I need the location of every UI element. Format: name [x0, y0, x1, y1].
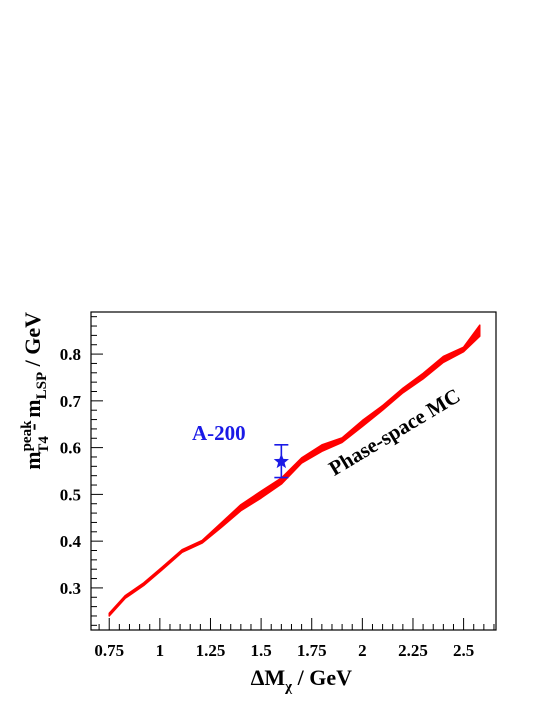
x-tick-label: 1.75 [297, 641, 327, 660]
y-axis-title-sub2: LSP [34, 372, 50, 400]
y-axis-ticks: 0.3 0.4 0.5 0.6 0.7 0.8 [60, 316, 103, 626]
y-axis-title-unit: / GeV [20, 312, 45, 372]
star-marker-0 [273, 453, 289, 469]
y-tick-label: 0.8 [60, 345, 81, 364]
data-points-layer [273, 444, 289, 479]
series-band-0 [108, 324, 481, 617]
x-axis-title-unit: / GeV [292, 665, 352, 690]
series-band-layer [108, 324, 481, 617]
x-axis-title-sub: χ [284, 679, 293, 695]
y-axis-title-sub: T4 [36, 436, 52, 454]
y-tick-label: 0.4 [60, 532, 82, 551]
x-axis-title-main: ΔM [251, 665, 286, 690]
x-tick-label: 1.25 [196, 641, 226, 660]
y-axis-title: mpeakT4 - mLSP / GeV [19, 312, 52, 470]
y-axis-title-sup: peak [19, 420, 35, 452]
x-tick-label: 2 [358, 641, 367, 660]
y-tick-label: 0.7 [60, 392, 82, 411]
x-axis-title: ΔMχ / GeV [251, 665, 352, 695]
x-tick-label: 2.5 [453, 641, 474, 660]
y-tick-label: 0.5 [60, 485, 81, 504]
plot-frame [90, 311, 497, 631]
point-annotation: A-200 [192, 421, 246, 445]
x-tick-label: 0.75 [94, 641, 124, 660]
x-axis-ticks: 0.75 1 1.25 1.5 1.75 2 2.25 2.5 [94, 618, 495, 660]
y-axis-title-mid: - m [20, 399, 45, 436]
y-axis-title-main: m [20, 451, 45, 469]
x-tick-label: 2.25 [398, 641, 428, 660]
y-tick-label: 0.3 [60, 579, 81, 598]
y-tick-label: 0.6 [60, 439, 81, 458]
x-tick-label: 1 [156, 641, 165, 660]
x-tick-label: 1.5 [250, 641, 271, 660]
